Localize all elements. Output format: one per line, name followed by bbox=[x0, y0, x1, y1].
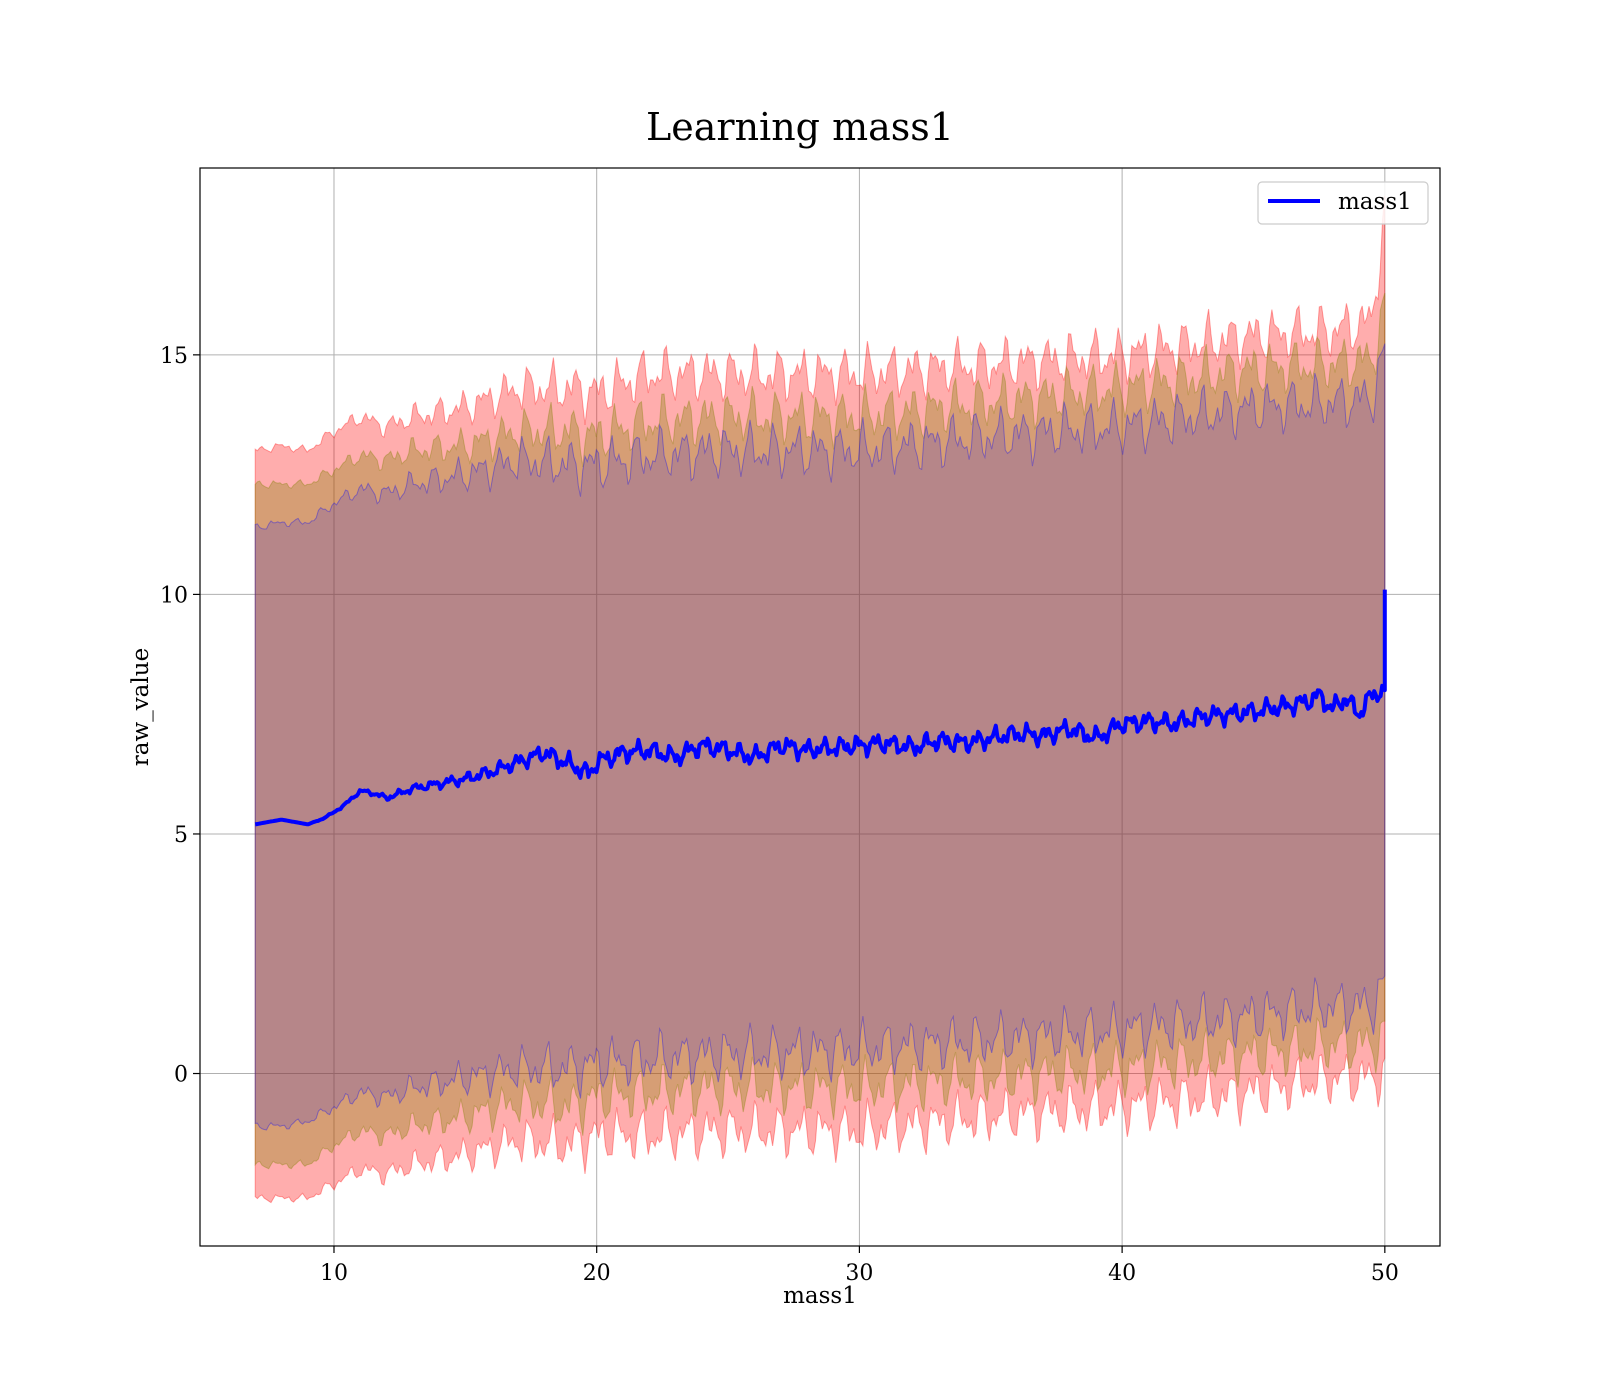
bands bbox=[254, 195, 1386, 1204]
y-tick-label: 10 bbox=[160, 583, 188, 608]
plot-frame bbox=[199, 167, 1441, 1247]
series-line-mass1 bbox=[254, 589, 1387, 827]
legend-box bbox=[1257, 181, 1429, 225]
ticks: 10 20 30 40 50 0 5 10 15 bbox=[160, 344, 1399, 1286]
x-tick-label: 20 bbox=[583, 1261, 611, 1286]
y-tick-label: 0 bbox=[174, 1063, 188, 1088]
x-tick-label: 40 bbox=[1108, 1261, 1136, 1286]
y-tick-label: 15 bbox=[160, 344, 188, 369]
x-tick-label: 10 bbox=[320, 1261, 348, 1286]
confidence-band bbox=[254, 292, 1386, 1170]
x-tick-label: 50 bbox=[1371, 1261, 1399, 1286]
grid bbox=[200, 168, 1440, 1246]
x-tick-label: 30 bbox=[845, 1261, 873, 1286]
lines bbox=[254, 589, 1387, 827]
legend: mass1 bbox=[1257, 181, 1429, 225]
x-axis-label: mass1 bbox=[783, 1283, 857, 1309]
y-axis-label: raw_value bbox=[128, 648, 154, 766]
legend-entry-mass1: mass1 bbox=[1338, 189, 1412, 215]
y-tick-label: 5 bbox=[174, 823, 188, 848]
confidence-band bbox=[254, 343, 1386, 1131]
confidence-band bbox=[254, 195, 1386, 1204]
chart-title: Learning mass1 bbox=[646, 105, 954, 149]
